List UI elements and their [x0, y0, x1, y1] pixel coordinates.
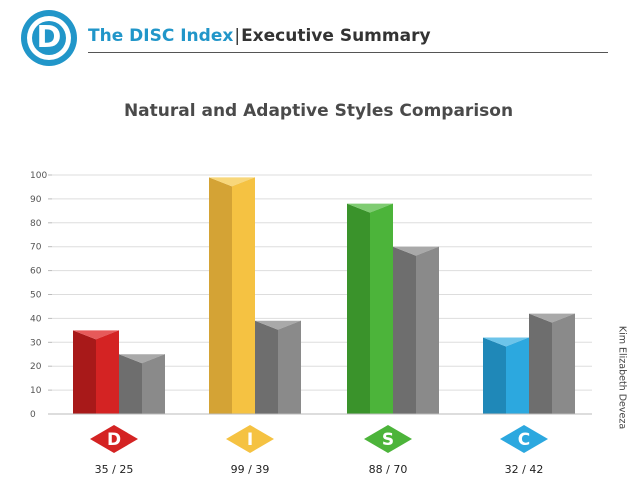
- bar-adaptive-i-front-left: [255, 320, 278, 414]
- chart-title: Natural and Adaptive Styles Comparison: [123, 101, 514, 121]
- bar-adaptive-c-front-left: [529, 313, 552, 414]
- y-tick-label: 40: [30, 314, 42, 324]
- disc-logo-icon: D: [21, 10, 77, 66]
- bar-natural-d-front-left: [73, 330, 96, 414]
- bar-natural-i-top: [209, 177, 255, 187]
- bar-adaptive-c-top: [529, 313, 575, 323]
- score-label: 35 / 25: [95, 463, 134, 476]
- bar-natural-i-front-right: [232, 177, 255, 414]
- y-tick-label: 30: [30, 338, 42, 348]
- y-tick-label: 80: [30, 219, 42, 229]
- page-header: The DISC Index|Executive Summary: [88, 26, 431, 46]
- logo-letter: D: [36, 20, 62, 55]
- y-tick-label: 10: [30, 386, 42, 396]
- bar-adaptive-d-top: [119, 354, 165, 364]
- bar-natural-c-front-left: [483, 337, 506, 414]
- y-tick-label: 20: [30, 362, 42, 372]
- y-tick-label: 90: [30, 195, 42, 205]
- bar-adaptive-i-top: [255, 320, 301, 330]
- bar-natural-s-top: [347, 203, 393, 213]
- category-letter: D: [107, 430, 121, 450]
- score-label: 32 / 42: [505, 463, 544, 476]
- bar-adaptive-d-front-left: [119, 354, 142, 414]
- bar-adaptive-s-front-right: [416, 246, 439, 414]
- author-credit: Kim Elizabeth Deveza: [616, 325, 628, 430]
- bar-natural-d-front-right: [96, 330, 119, 414]
- category-letter: I: [247, 430, 253, 450]
- category-badge-d: [90, 425, 138, 453]
- y-tick-label: 50: [30, 291, 42, 301]
- header-divider: [88, 52, 608, 53]
- header-separator: |: [234, 26, 241, 46]
- y-tick-label: 60: [30, 267, 42, 277]
- y-tick-label: 0: [30, 410, 36, 420]
- y-tick-label: 100: [30, 171, 47, 181]
- bar-natural-d-top: [73, 330, 119, 340]
- brand-title: The DISC Index: [88, 26, 234, 46]
- category-letter: S: [382, 430, 394, 450]
- bar-adaptive-s-front-left: [393, 246, 416, 414]
- score-label: 88 / 70: [369, 463, 408, 476]
- category-badge-c: [500, 425, 548, 453]
- category-badge-s: [364, 425, 412, 453]
- bar-natural-i-front-left: [209, 177, 232, 414]
- bar-natural-c-top: [483, 337, 529, 347]
- bar-natural-c-front-right: [506, 337, 529, 414]
- y-tick-label: 70: [30, 243, 42, 253]
- bar-adaptive-s-top: [393, 246, 439, 256]
- bar-natural-s-front-right: [370, 203, 393, 414]
- bar-natural-s-front-left: [347, 203, 370, 414]
- score-label: 99 / 39: [231, 463, 270, 476]
- bar-adaptive-d-front-right: [142, 354, 165, 414]
- bar-adaptive-i-front-right: [278, 320, 301, 414]
- section-title: Executive Summary: [241, 26, 431, 46]
- bar-adaptive-c-front-right: [552, 313, 575, 414]
- category-letter: C: [518, 430, 530, 450]
- category-badge-i: [226, 425, 274, 453]
